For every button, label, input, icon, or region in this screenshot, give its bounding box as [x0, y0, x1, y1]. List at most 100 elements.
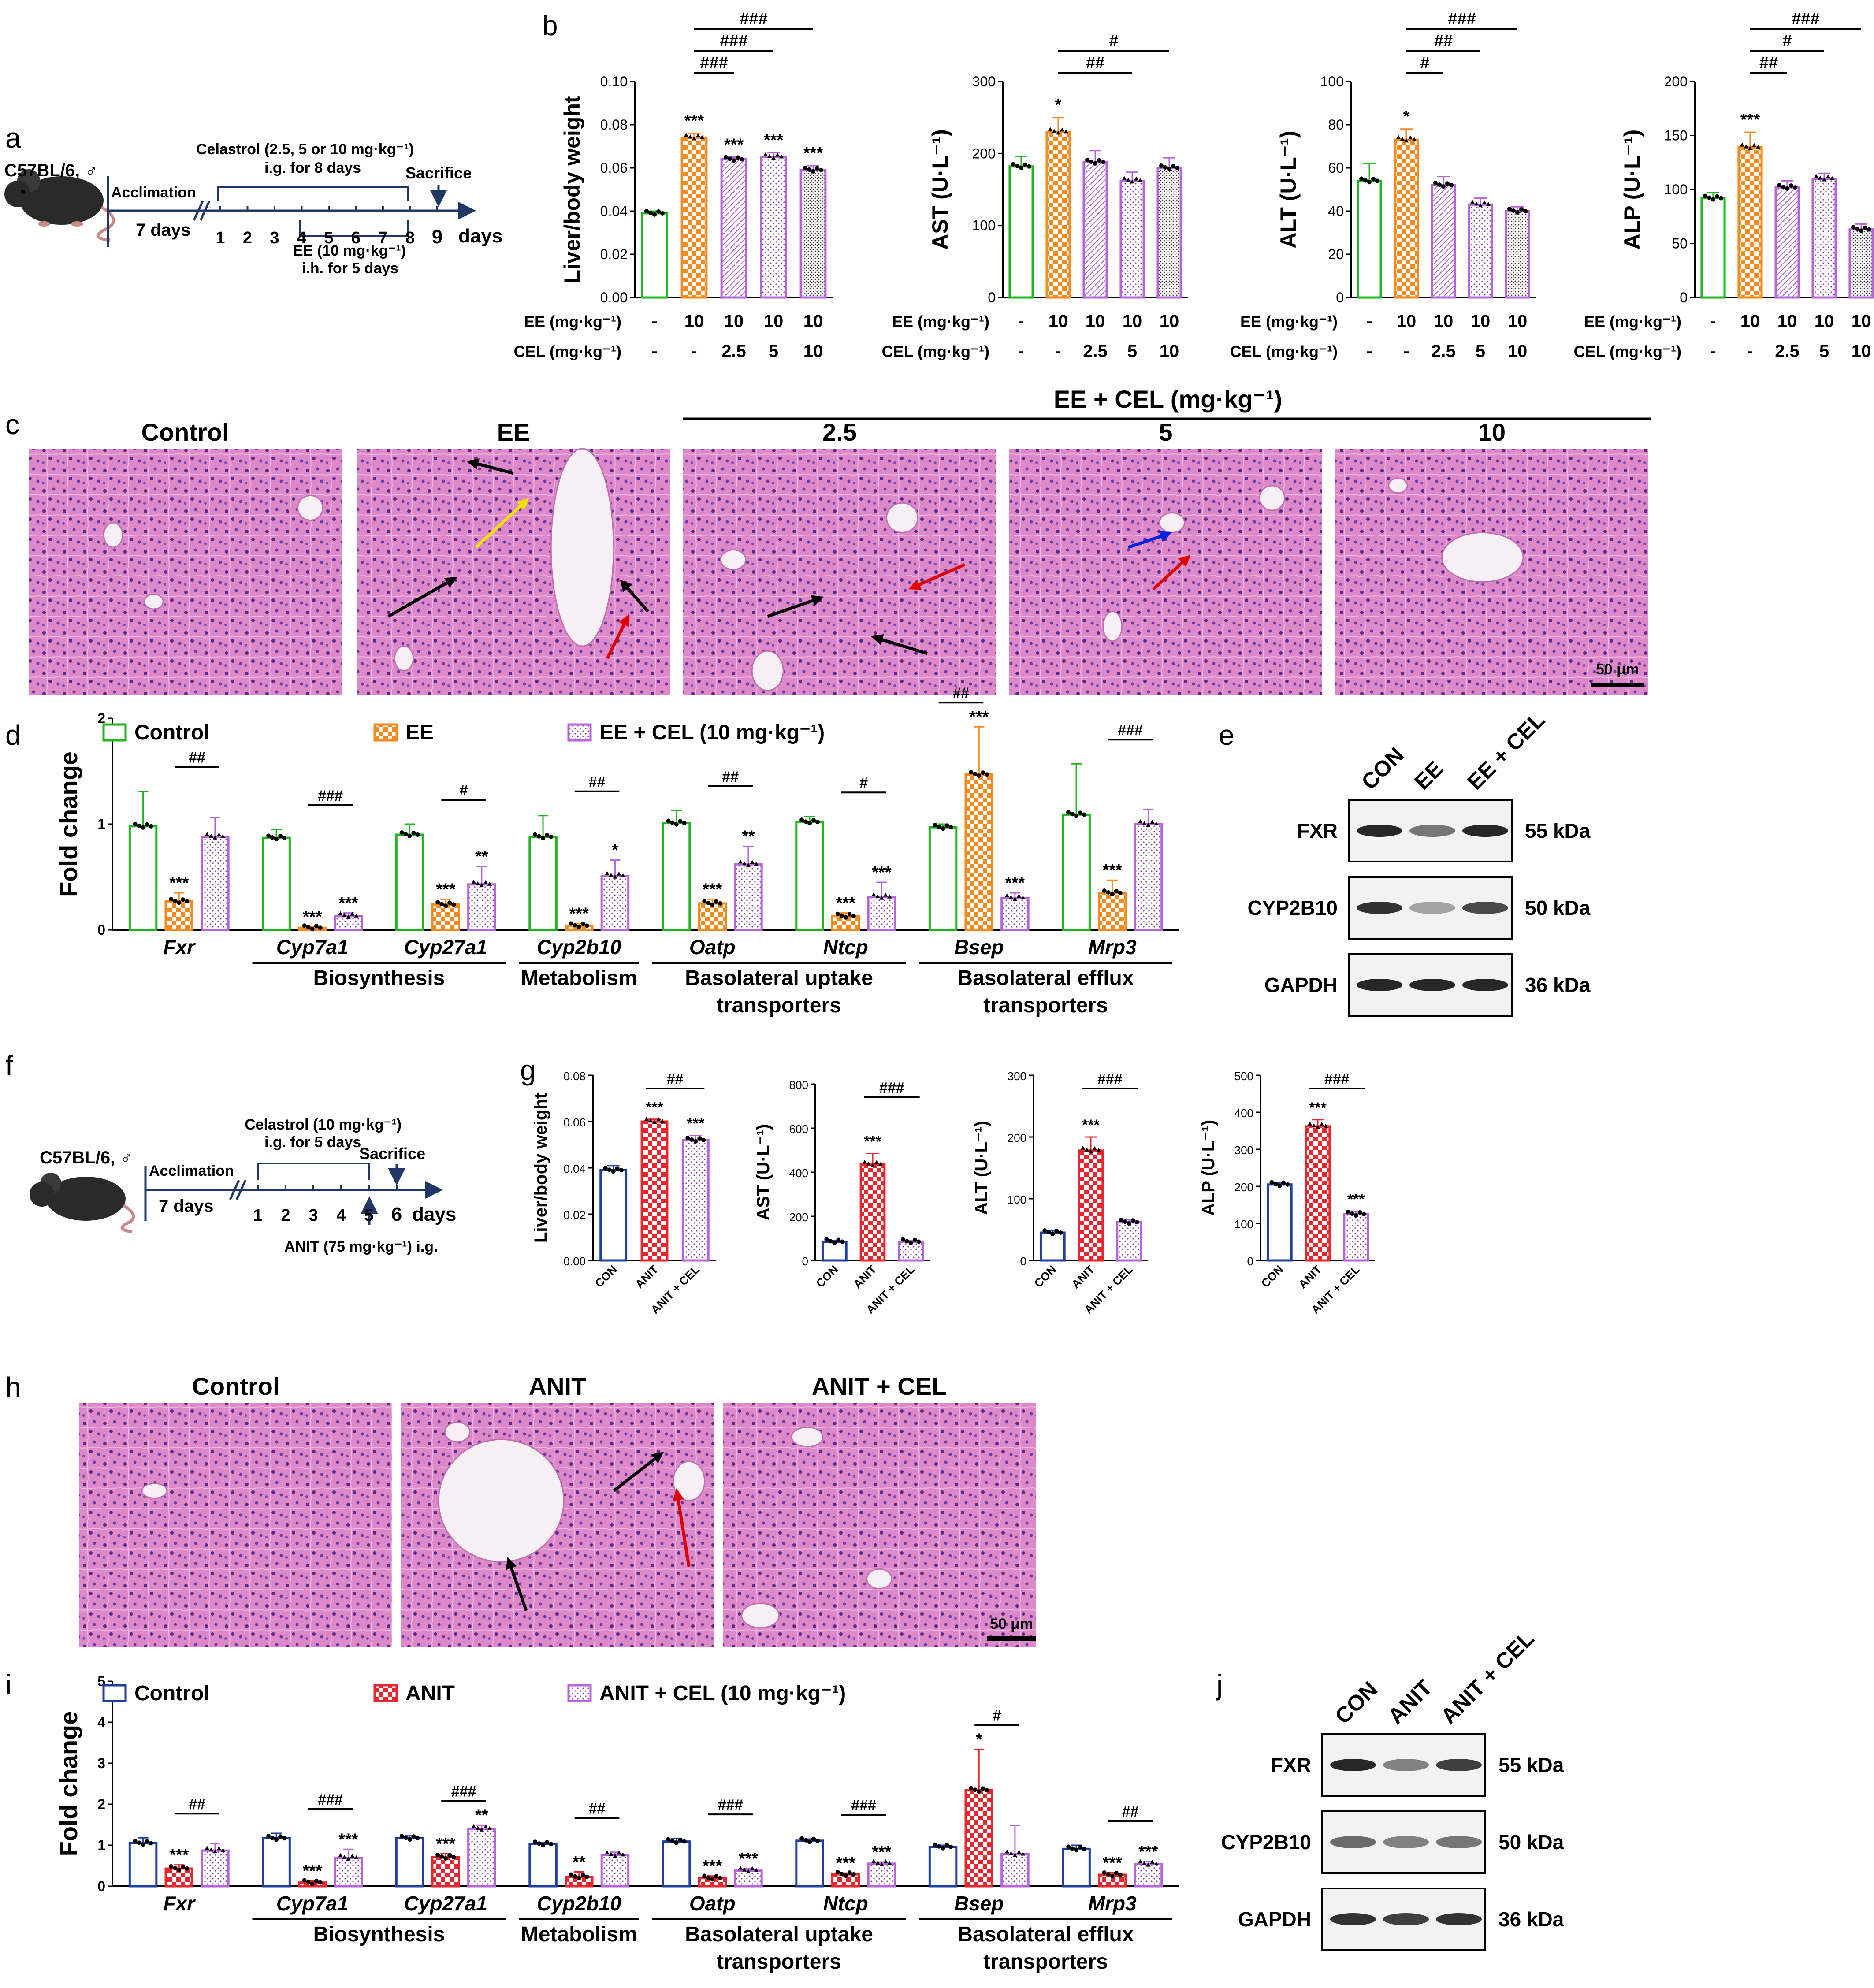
data-point	[815, 166, 819, 171]
significance-stars: ***	[1138, 1843, 1158, 1861]
data-point	[605, 1850, 610, 1854]
data-point	[1070, 812, 1075, 817]
bar	[600, 1854, 630, 1888]
data-point	[750, 1866, 755, 1870]
ee-line-1: EE (10 mg·kg⁻¹)	[293, 242, 406, 259]
data-point	[941, 1846, 945, 1851]
panel-letter-j: j	[1216, 1669, 1223, 1701]
ee-dose-value: 10	[1740, 312, 1760, 331]
data-point	[609, 873, 614, 877]
data-point	[141, 1842, 145, 1847]
mouse-icon-f	[30, 1173, 135, 1234]
lane-label: CON	[1330, 1677, 1382, 1729]
data-point	[1511, 208, 1516, 213]
data-point	[1519, 207, 1524, 212]
bar	[640, 1120, 669, 1262]
data-point	[1052, 129, 1056, 133]
data-point	[1027, 164, 1031, 169]
data-point	[702, 899, 707, 903]
data-point	[1175, 166, 1179, 170]
y-tick-label: 600	[789, 1122, 808, 1136]
protein-label: CYP2B10	[1221, 1831, 1311, 1854]
data-point	[342, 1854, 347, 1859]
data-point	[403, 832, 408, 836]
data-point	[266, 1834, 271, 1839]
data-point	[678, 819, 683, 824]
data-point	[181, 1865, 186, 1869]
data-point	[851, 1872, 856, 1877]
data-point	[728, 156, 732, 161]
data-point	[607, 1167, 612, 1172]
data-point	[674, 822, 679, 827]
data-point	[1066, 1844, 1071, 1849]
cel-row-label: CEL (mg·kg⁻¹)	[1574, 342, 1681, 360]
size-label: 36 kDa	[1498, 1908, 1564, 1931]
panel-letter-i: i	[5, 1669, 11, 1701]
y-tick-label: 100	[1234, 1218, 1253, 1231]
data-point	[447, 1853, 452, 1858]
data-point	[169, 1864, 174, 1869]
data-point	[1042, 1228, 1047, 1233]
days-label-f: days	[412, 1204, 456, 1225]
data-point	[883, 892, 888, 897]
annotation-arrowhead	[908, 579, 922, 590]
mouse-icon	[4, 169, 115, 242]
data-point	[185, 1866, 190, 1871]
data-point	[1119, 1218, 1123, 1223]
y-tick-label: 60	[1328, 160, 1344, 176]
data-point	[724, 155, 728, 160]
significance-stars: **	[475, 847, 488, 866]
data-point	[1367, 180, 1372, 185]
comparison-hash: ###	[740, 10, 767, 28]
annotation-arrowhead	[673, 1488, 684, 1501]
data-point	[541, 1843, 546, 1848]
data-point	[1016, 894, 1021, 898]
y-tick-label: 40	[1328, 203, 1344, 219]
data-point	[338, 1853, 343, 1857]
data-point	[738, 859, 743, 864]
data-point	[981, 1786, 985, 1791]
y-tick-label: 0	[802, 1255, 808, 1268]
histology-image-h0	[79, 1403, 392, 1647]
significance-stars: ***	[1082, 1117, 1100, 1133]
bar	[1848, 228, 1874, 299]
data-point	[1102, 1870, 1107, 1875]
protein-label: FXR	[1297, 819, 1338, 842]
category-label: Basolateral uptake	[685, 966, 873, 990]
data-point	[1058, 1230, 1063, 1235]
gene-label: Fxr	[163, 936, 196, 959]
cel-dose-value: 2.5	[1431, 342, 1456, 361]
bar	[831, 915, 860, 931]
bar	[467, 883, 496, 931]
x-category-label: CON	[1259, 1263, 1286, 1290]
data-point	[750, 860, 755, 864]
y-tick-label: 300	[972, 74, 996, 89]
histology-image-c1	[357, 448, 670, 695]
cel-row-label: CEL (mg·kg⁻¹)	[1230, 342, 1338, 360]
data-point	[487, 881, 492, 886]
comparison-hash: #	[460, 782, 468, 799]
protein-band	[1357, 825, 1402, 837]
comparison-hash: ###	[851, 1797, 876, 1814]
data-point	[1515, 210, 1520, 215]
panel-letter-a: a	[5, 122, 21, 154]
data-point	[1357, 1210, 1362, 1215]
cel-dose-value: 5	[1127, 342, 1137, 361]
data-point	[670, 820, 675, 825]
data-point	[870, 1163, 875, 1167]
data-point	[1308, 1121, 1312, 1126]
data-point	[1312, 1123, 1316, 1127]
data-point	[403, 1836, 408, 1840]
bar	[1134, 823, 1163, 931]
data-point	[1016, 1850, 1021, 1854]
ee-dose-value: 10	[803, 312, 823, 331]
data-point	[985, 1788, 989, 1793]
data-point	[617, 871, 621, 876]
comparison-hash: ##	[189, 750, 205, 766]
data-point	[740, 157, 744, 162]
protein-band	[1409, 902, 1455, 914]
vessel-lumen	[103, 522, 123, 548]
